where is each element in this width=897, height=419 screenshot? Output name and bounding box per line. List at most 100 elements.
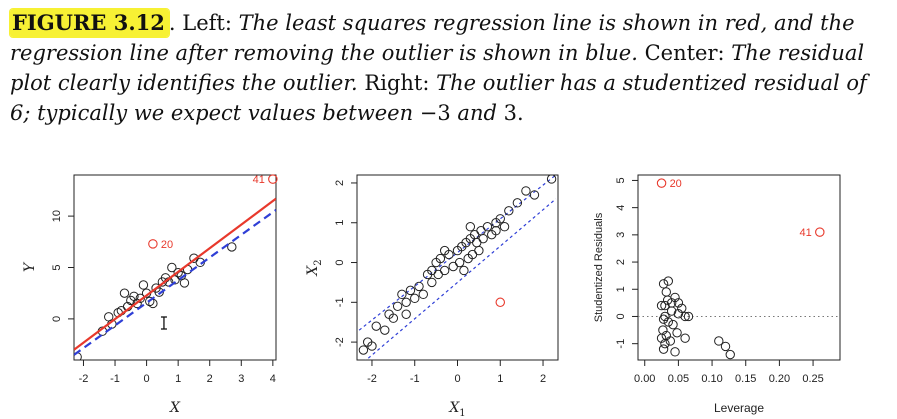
data-point xyxy=(683,311,694,322)
y-tick-label: 4 xyxy=(615,205,627,211)
data-point xyxy=(405,285,416,296)
data-point xyxy=(521,186,531,196)
data-point xyxy=(670,347,680,357)
y-tick-label: 1 xyxy=(615,286,627,292)
data-point xyxy=(427,265,437,276)
caption-and: and xyxy=(450,101,504,125)
panel-3: 0.00 0.05 0.10 0.15 0.20 0.25 -1 0 1 2 3 4 5 Leverage… xyxy=(593,174,841,415)
figure-caption: FIGURE 3.12. Left: The least squares reg… xyxy=(10,8,890,128)
data-point xyxy=(145,296,155,307)
data-point xyxy=(478,233,488,244)
x-axis-title: X xyxy=(169,400,181,416)
y-tick-label: -1 xyxy=(615,339,627,349)
caption-center-head: Center: xyxy=(637,41,732,65)
y-tick-label: 0 xyxy=(334,259,346,265)
data-point xyxy=(672,328,682,338)
regression-line-without-outlier xyxy=(74,209,276,356)
x-tick-label: 0 xyxy=(144,373,150,385)
caption-left-text: The least squares regression line is sho… xyxy=(10,11,855,65)
data-point xyxy=(167,262,177,273)
data-point xyxy=(367,341,377,351)
caption-left-head: Left: xyxy=(182,11,239,35)
data-point xyxy=(656,333,667,343)
data-point xyxy=(491,225,501,236)
x-tick-label: 0.25 xyxy=(802,373,823,385)
data-point xyxy=(392,301,403,311)
band-upper-line xyxy=(358,175,557,331)
x-tick-label: 1 xyxy=(497,373,503,385)
figure-label: FIGURE 3.12 xyxy=(10,9,169,37)
data-point xyxy=(720,341,731,352)
y-tick-label: -1 xyxy=(334,297,346,307)
data-point xyxy=(529,190,540,200)
y-tick-label: 0 xyxy=(51,316,63,322)
outlier-label: 20 xyxy=(670,178,682,190)
data-point xyxy=(119,288,130,298)
data-point xyxy=(465,222,476,232)
x-tick-label: 0.00 xyxy=(634,373,655,385)
data-point xyxy=(459,265,469,276)
data-point xyxy=(546,175,557,184)
data-point xyxy=(656,300,667,311)
data-point xyxy=(673,298,684,308)
data-point xyxy=(448,261,458,272)
data-point xyxy=(662,295,673,305)
data-point xyxy=(673,309,684,319)
data-point xyxy=(660,300,670,311)
data-point xyxy=(454,257,465,268)
x-tick-label: 0.10 xyxy=(701,373,722,385)
data-point xyxy=(476,225,486,236)
data-point xyxy=(680,333,690,343)
plot-area xyxy=(638,276,840,360)
caption-minus-three: −3 xyxy=(419,101,451,125)
caption-right-text: The outlier has a studentized residual o… xyxy=(10,71,867,125)
outlier-label: 20 xyxy=(161,239,173,251)
x-tick-label: -2 xyxy=(79,373,89,385)
text-cursor-icon xyxy=(160,316,167,330)
data-point xyxy=(680,311,690,322)
data-point xyxy=(472,237,482,248)
caption-right-head: Right: xyxy=(357,71,437,95)
data-point xyxy=(663,276,673,286)
data-point xyxy=(725,349,735,360)
data-point xyxy=(418,289,428,300)
data-point xyxy=(433,269,443,280)
plot-area xyxy=(358,175,557,360)
data-point xyxy=(154,287,164,297)
y-tick-label: 10 xyxy=(51,210,63,222)
data-point xyxy=(388,313,399,323)
data-point xyxy=(138,280,149,290)
data-point xyxy=(439,245,450,256)
least-squares-line xyxy=(74,197,276,351)
data-point xyxy=(658,279,669,289)
data-point xyxy=(665,336,676,346)
data-point xyxy=(512,198,523,208)
x-tick-label: -1 xyxy=(410,373,420,385)
data-point xyxy=(371,321,381,331)
data-point xyxy=(504,206,514,216)
data-point xyxy=(358,345,369,355)
data-point xyxy=(132,298,142,309)
x-tick-label: 2 xyxy=(540,373,546,385)
y-tick-label: 3 xyxy=(615,232,627,238)
caption-period: . xyxy=(516,101,524,125)
caption-separator: . xyxy=(168,11,183,35)
data-point xyxy=(179,278,190,288)
data-point xyxy=(482,222,493,232)
panel-1: -2 -1 0 1 2 3 4 0 5 10 X Y 20 41 xyxy=(22,174,278,416)
data-point xyxy=(495,214,505,224)
plot-frame xyxy=(637,174,841,361)
y-axis-title: X2 xyxy=(305,259,324,276)
plot-area xyxy=(74,197,276,360)
y-tick-label: 5 xyxy=(615,177,627,183)
x-tick-label: -2 xyxy=(367,373,377,385)
data-point xyxy=(427,277,437,288)
data-point xyxy=(499,222,510,232)
y-axis-title: Studentized Residuals xyxy=(593,212,605,322)
x-tick-label: -1 xyxy=(110,373,120,385)
y-tick-label: 5 xyxy=(51,264,63,270)
outlier-point xyxy=(656,178,667,188)
data-point xyxy=(668,319,678,330)
outlier-point xyxy=(495,297,506,308)
